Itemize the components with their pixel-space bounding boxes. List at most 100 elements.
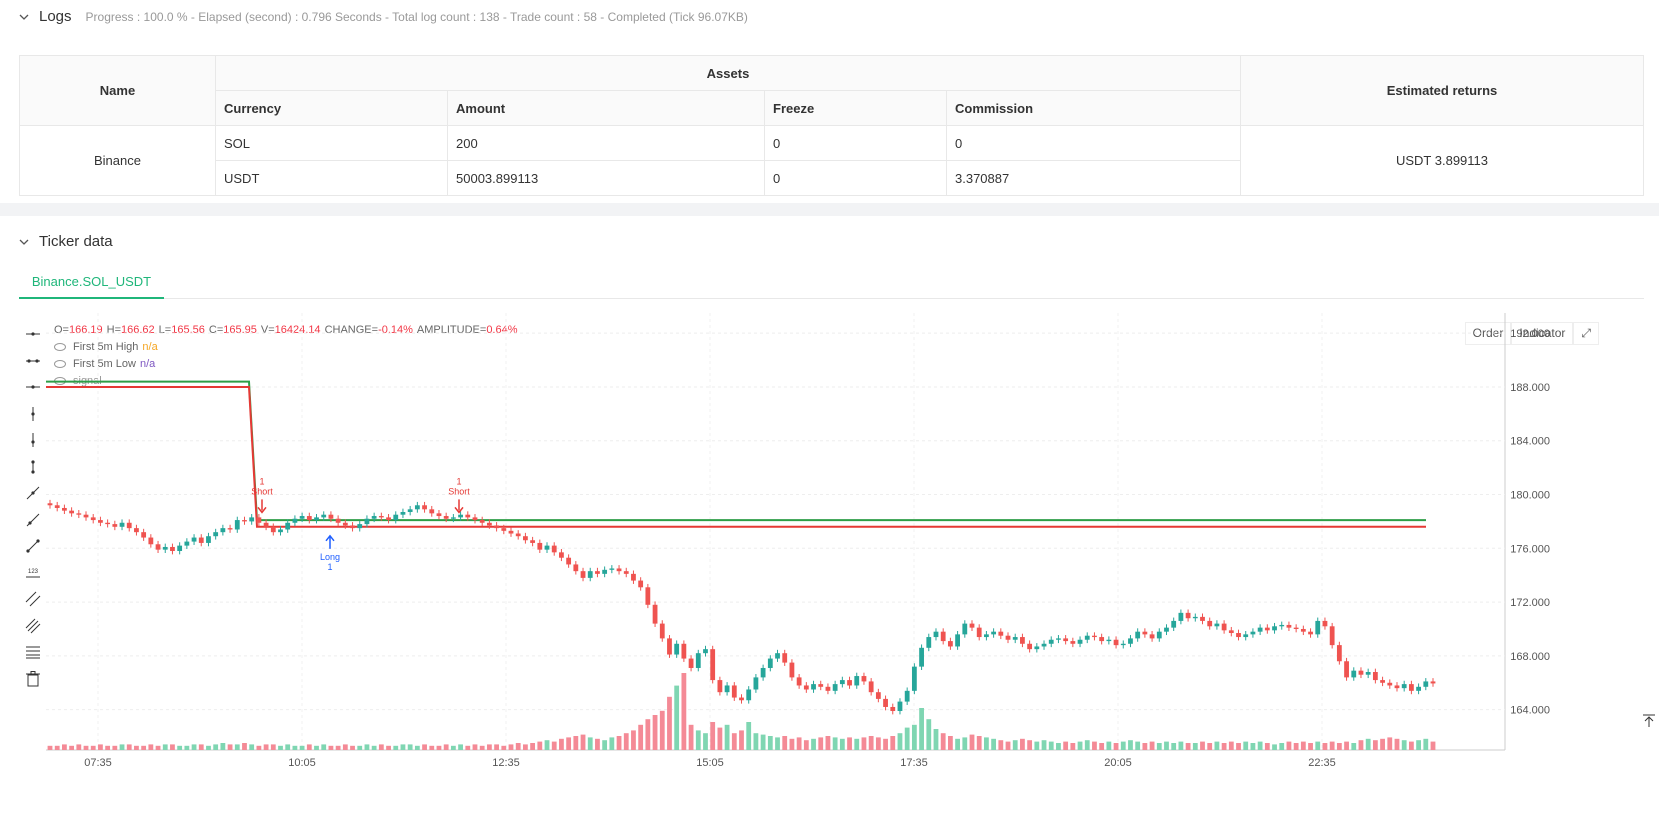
volume-bar xyxy=(1063,741,1069,750)
col-commission: Commission xyxy=(946,90,1241,126)
trend-line-icon[interactable] xyxy=(20,480,46,507)
candle-body xyxy=(1171,620,1177,628)
ray-line-icon[interactable] xyxy=(20,507,46,534)
extended-line-icon[interactable] xyxy=(20,374,46,401)
chevron-down-icon[interactable] xyxy=(19,12,29,22)
volume-bar xyxy=(1279,743,1285,750)
candle-body xyxy=(1228,630,1234,634)
candle-body xyxy=(328,514,334,519)
ticker-header[interactable]: Ticker data xyxy=(19,233,113,250)
volume-bar xyxy=(155,745,161,750)
volume-bar xyxy=(681,673,687,750)
volume-bar xyxy=(1185,743,1191,750)
logs-header[interactable]: Logs Progress : 100.0 % - Elapsed (secon… xyxy=(19,8,748,25)
candle-body xyxy=(1192,616,1198,619)
amplitude-value: 0.64% xyxy=(486,323,518,336)
logs-meta: Progress : 100.0 % - Elapsed (second) : … xyxy=(85,9,748,24)
o-label: O= xyxy=(54,323,69,336)
price-label-icon[interactable]: 123 xyxy=(20,560,46,587)
volume-bar xyxy=(1394,738,1400,750)
candle-body xyxy=(703,649,708,654)
horizontal-ray-icon[interactable] xyxy=(20,348,46,375)
volume-bar xyxy=(976,736,982,750)
marker-label: 1 xyxy=(456,476,461,486)
candle-body xyxy=(616,568,622,572)
segment-icon[interactable] xyxy=(20,533,46,560)
volume-bar xyxy=(955,738,960,750)
volume-bar xyxy=(854,738,860,750)
volume-bar xyxy=(90,745,96,750)
logs-panel: Logs Progress : 100.0 % - Elapsed (secon… xyxy=(0,0,1659,203)
volume-bar xyxy=(1113,743,1119,750)
volume-bar xyxy=(357,745,363,750)
legend-label: First 5m Low xyxy=(73,357,136,370)
horizontal-line-icon[interactable] xyxy=(20,321,46,348)
chevron-down-icon[interactable] xyxy=(19,237,29,247)
volume-bar xyxy=(940,733,946,750)
vertical-segment-icon[interactable] xyxy=(20,454,46,481)
scroll-top-icon[interactable] xyxy=(1643,714,1655,727)
legend-first-low[interactable]: First 5m Low n/a xyxy=(54,355,518,372)
candle-body xyxy=(1236,633,1241,638)
candle-body xyxy=(1401,684,1407,689)
volume-bar xyxy=(1128,740,1133,750)
volume-bar xyxy=(839,738,845,750)
vertical-ray-icon[interactable] xyxy=(20,427,46,454)
h-label: H= xyxy=(106,323,122,336)
volume-bar xyxy=(623,733,629,750)
x-tick-label: 07:35 xyxy=(84,757,112,769)
volume-bar xyxy=(198,744,204,750)
candle-body xyxy=(544,545,550,550)
indicator-button[interactable]: Indicator xyxy=(1511,322,1574,345)
volume-bar xyxy=(1344,741,1349,750)
x-tick-label: 10:05 xyxy=(288,757,316,769)
candle-body xyxy=(760,667,766,678)
volume-bar xyxy=(962,737,968,750)
vertical-line-icon[interactable] xyxy=(20,401,46,428)
candle-body xyxy=(753,677,759,690)
candle-body xyxy=(249,517,255,522)
legend-signal[interactable]: signal xyxy=(54,372,518,389)
chart-grid xyxy=(46,313,1506,751)
eye-icon[interactable] xyxy=(54,342,66,351)
candle-body xyxy=(98,520,103,523)
amplitude-label: AMPLITUDE= xyxy=(416,323,487,336)
volume-bar xyxy=(847,737,852,750)
volume-bar xyxy=(350,745,355,750)
volume-bar xyxy=(1430,741,1436,750)
legend-value: n/a xyxy=(139,357,156,370)
volume-bar xyxy=(443,744,449,750)
legend-label: First 5m High xyxy=(73,340,139,353)
candle-body xyxy=(198,537,204,543)
fib-retracement-icon[interactable] xyxy=(20,639,46,666)
volume-bar xyxy=(530,743,536,750)
tab-sol-usdt[interactable]: Binance.SOL_USDT xyxy=(19,265,164,299)
fullscreen-icon[interactable]: ⤢ xyxy=(1573,322,1599,345)
candle-body xyxy=(1322,620,1328,627)
candle-body xyxy=(854,676,860,686)
candle-body xyxy=(847,680,852,686)
trash-icon[interactable] xyxy=(20,666,46,693)
volume-bar xyxy=(1358,740,1364,750)
candle-body xyxy=(206,536,211,543)
candle-body xyxy=(926,637,932,648)
candle-body xyxy=(710,649,716,681)
eye-icon[interactable] xyxy=(54,376,66,385)
candle-body xyxy=(458,514,463,518)
volume-bar xyxy=(710,722,716,750)
candle-body xyxy=(897,701,903,712)
legend-first-high[interactable]: First 5m High n/a xyxy=(54,338,518,355)
candle-body xyxy=(904,690,910,702)
candle-body xyxy=(378,516,384,518)
parallel-channel-icon[interactable] xyxy=(20,586,46,613)
candle-body xyxy=(883,698,888,707)
candle-body xyxy=(1408,684,1414,691)
volume-bar xyxy=(544,740,550,750)
volume-bar xyxy=(1077,741,1083,750)
open-value: 166.19 xyxy=(68,323,103,336)
eye-icon[interactable] xyxy=(54,359,66,368)
fib-channel-icon[interactable] xyxy=(20,613,46,640)
candle-body xyxy=(1221,623,1227,631)
candle-body xyxy=(1293,627,1299,629)
